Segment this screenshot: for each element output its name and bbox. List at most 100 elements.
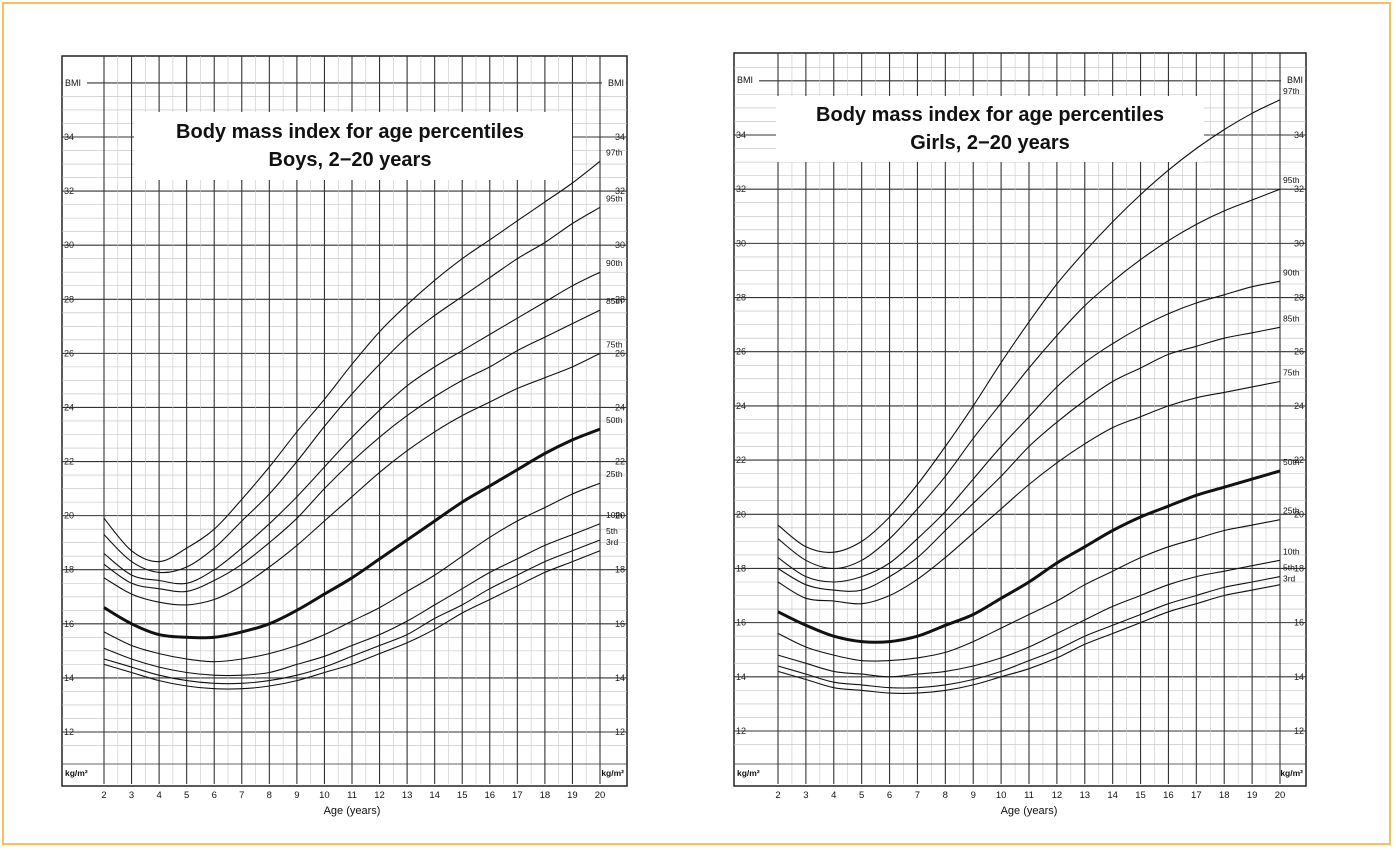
x-tick-label: 13 [1079, 790, 1090, 801]
percentile-line-95th [777, 188, 1281, 570]
y-tick-label-left: 16 [64, 619, 74, 629]
y-tick-label-left: 26 [64, 348, 74, 358]
x-tick-label: 11 [1024, 790, 1034, 801]
y-unit-label-right: kg/m² [601, 768, 624, 778]
x-tick-label: 10 [319, 790, 330, 801]
x-tick-label: 19 [1247, 790, 1258, 801]
percentile-line-10th [103, 523, 601, 677]
y-unit-label-left: kg/m² [65, 768, 88, 778]
y-unit-label-right: kg/m² [1280, 768, 1303, 778]
x-tick-label: 15 [457, 790, 468, 801]
x-tick-label: 13 [402, 790, 413, 801]
y-tick-label-right: 24 [615, 402, 625, 412]
percentile-label-3rd: 3rd [606, 537, 619, 547]
x-tick-label: 11 [347, 790, 357, 801]
percentile-line-50th [103, 427, 601, 640]
y-tick-label-right: 16 [615, 619, 625, 629]
boys-title-box [134, 112, 572, 180]
percentile-line-50th [777, 469, 1281, 644]
y-tick-label-right: 32 [1294, 184, 1304, 194]
percentile-line-97th [103, 160, 601, 563]
x-tick-label: 10 [996, 790, 1007, 801]
girls-chart-title: Body mass index for age percentiles [816, 104, 1164, 126]
y-tick-label-left: 22 [64, 457, 74, 467]
y-tick-label-left: 32 [64, 186, 74, 196]
y-tick-label-left: 18 [64, 565, 74, 575]
percentile-label-10th: 10th [606, 510, 623, 520]
y-tick-label-left: 30 [64, 240, 74, 250]
y-tick-label-right: 34 [1294, 130, 1304, 140]
girls-grid [734, 53, 1306, 784]
percentile-label-85th: 85th [1283, 313, 1300, 323]
x-tick-label: 5 [859, 790, 864, 801]
y-tick-label-left: 12 [736, 726, 746, 736]
girls-percentile-curves [777, 99, 1281, 694]
y-tick-label-right: 12 [615, 727, 625, 737]
x-tick-label: 15 [1135, 790, 1146, 801]
percentile-line-85th [777, 326, 1281, 592]
y-tick-label-left: 20 [736, 509, 746, 519]
percentile-label-50th: 50th [1283, 457, 1300, 467]
y-tick-label-right: 28 [615, 294, 625, 304]
x-tick-label: 9 [294, 790, 299, 801]
y-tick-label-right: 18 [615, 565, 625, 575]
y-tick-label-right: 14 [615, 673, 625, 683]
x-tick-label: 18 [1219, 790, 1230, 801]
y-tick-label-right: 32 [615, 186, 625, 196]
y-tick-label-left: 28 [736, 293, 746, 303]
percentile-line-3rd [103, 550, 601, 690]
percentile-line-3rd [777, 584, 1281, 694]
y-tick-label-right: 16 [1294, 618, 1304, 628]
percentile-label-5th: 5th [1283, 563, 1295, 573]
percentile-line-5th [103, 539, 601, 685]
percentile-line-25th [777, 519, 1281, 662]
y-tick-label-left: 20 [64, 511, 74, 521]
y-tick-label-right: 24 [1294, 401, 1304, 411]
girls-bmi-chart: Body mass index for age percentiles Girls… [733, 52, 1307, 817]
x-tick-label: 8 [267, 790, 272, 801]
x-tick-label: 9 [971, 790, 976, 801]
y-axis-label-left: BMI [737, 75, 753, 85]
x-tick-label: 8 [943, 790, 948, 801]
x-tick-label: 6 [212, 790, 217, 801]
percentile-label-95th: 95th [1283, 175, 1300, 185]
percentile-label-90th: 90th [606, 258, 623, 268]
y-unit-label-left: kg/m² [737, 768, 760, 778]
boys-grid [62, 56, 627, 784]
percentile-label-85th: 85th [606, 296, 623, 306]
y-tick-label-right: 30 [615, 240, 625, 250]
x-tick-label: 20 [595, 790, 606, 801]
percentile-line-10th [777, 559, 1281, 678]
x-tick-label: 16 [1163, 790, 1174, 801]
y-tick-label-left: 34 [736, 130, 746, 140]
y-tick-label-right: 22 [615, 457, 625, 467]
x-tick-label: 17 [1191, 790, 1202, 801]
y-tick-label-right: 26 [615, 348, 625, 358]
percentile-label-97th: 97th [606, 147, 623, 157]
y-tick-label-left: 12 [64, 727, 74, 737]
percentile-label-90th: 90th [1283, 267, 1300, 277]
x-tick-label: 7 [915, 790, 920, 801]
y-tick-label-right: 34 [615, 132, 625, 142]
boys-chart-title: Body mass index for age percentiles [176, 121, 524, 143]
y-tick-label-left: 34 [64, 132, 74, 142]
percentile-label-3rd: 3rd [1283, 574, 1296, 584]
percentile-label-75th: 75th [606, 339, 623, 349]
boys-bmi-chart: Body mass index for age percentiles Boys,… [61, 55, 628, 817]
percentile-line-75th [777, 380, 1281, 605]
percentile-line-97th [777, 99, 1281, 553]
percentile-label-25th: 25th [1283, 506, 1300, 516]
girls-title-box [776, 96, 1204, 162]
girls-chart-subtitle: Girls, 2−20 years [910, 132, 1070, 154]
x-tick-label: 2 [101, 790, 106, 801]
y-tick-label-left: 24 [736, 401, 746, 411]
y-axis-label-right: BMI [1287, 75, 1303, 85]
percentile-line-85th [103, 309, 601, 593]
y-tick-label-right: 20 [615, 511, 625, 521]
percentile-label-10th: 10th [1283, 546, 1300, 556]
x-tick-label: 3 [129, 790, 134, 801]
x-axis-label: Age (years) [324, 805, 381, 817]
x-tick-label: 12 [1052, 790, 1063, 801]
